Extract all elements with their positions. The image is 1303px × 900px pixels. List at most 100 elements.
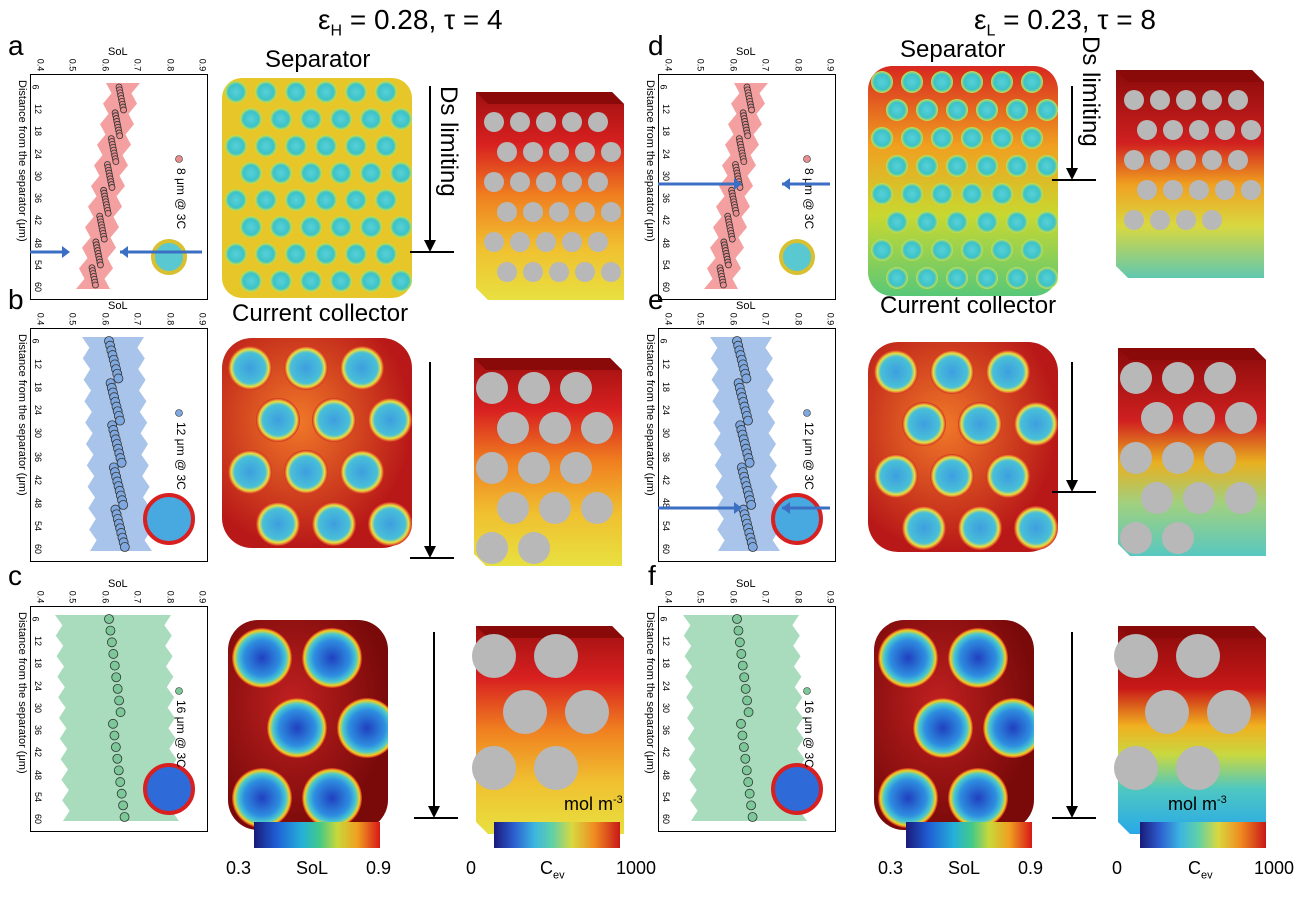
sol-marker <box>108 184 116 191</box>
particle-cross-section <box>1176 210 1196 230</box>
sol-marker <box>742 695 753 706</box>
particle-cross-section <box>1163 120 1183 140</box>
sol-marker <box>748 106 755 114</box>
y-tick-label: 12 <box>33 359 44 370</box>
sol-marker <box>118 800 129 811</box>
sol-marker <box>119 812 130 822</box>
y-tick-label: 18 <box>33 126 44 137</box>
particle-cross-section <box>1145 690 1189 734</box>
colorbar-cev-right-max: 1000 <box>1254 858 1295 878</box>
particle <box>931 127 953 149</box>
y-tick-label: 54 <box>33 520 44 531</box>
sol-marker <box>109 730 120 741</box>
panel-letter-c: c <box>8 560 22 591</box>
current-collector-label-left: Current collector <box>232 300 409 327</box>
particle <box>1021 183 1043 205</box>
particle <box>340 450 384 494</box>
sol-band-f <box>683 614 823 822</box>
y-tick-label: 36 <box>661 725 672 736</box>
y-tick-label: 6 <box>30 338 41 344</box>
colorbar-cev-left-label: Cev <box>540 858 565 882</box>
panel-letter-d: d <box>648 30 664 61</box>
particle <box>315 189 337 211</box>
particle <box>976 211 998 233</box>
particle <box>916 267 938 289</box>
legend-marker <box>803 155 811 163</box>
particle-cross-section <box>1150 210 1170 230</box>
sol-marker <box>118 499 129 510</box>
particle <box>270 270 292 292</box>
particle <box>1036 211 1058 233</box>
particle <box>1006 99 1028 121</box>
x-tick-label: 0.6 <box>100 590 111 604</box>
sol-marker <box>115 415 125 426</box>
sol-marker <box>744 788 755 799</box>
particle <box>300 216 322 238</box>
x-tick-label: 0.4 <box>663 58 674 72</box>
particle <box>390 162 412 184</box>
particle <box>270 108 292 130</box>
sol-marker <box>106 637 117 648</box>
particle-cross-section <box>1228 90 1248 110</box>
legend-marker <box>803 687 811 695</box>
particle <box>360 270 382 292</box>
particle <box>874 350 918 394</box>
particle <box>256 502 300 546</box>
particle <box>360 162 382 184</box>
particle <box>345 81 367 103</box>
particle-cross-section <box>518 532 550 564</box>
y-tick-label: 36 <box>33 451 44 462</box>
particle <box>976 155 998 177</box>
y-tick-label: 6 <box>30 616 41 622</box>
y-tick-label: 12 <box>661 636 672 647</box>
sol-profile-plot-f <box>658 606 836 832</box>
particle <box>360 216 382 238</box>
particle <box>931 239 953 261</box>
particle-cross-section <box>484 232 504 252</box>
x-axis-title: SoL <box>108 46 128 58</box>
particle-cross-section <box>601 142 621 162</box>
particle <box>1036 267 1058 289</box>
y-tick-label: 12 <box>33 636 44 647</box>
y-tick-label: 48 <box>661 237 672 248</box>
particle <box>225 189 247 211</box>
particle <box>961 183 983 205</box>
particle-cross-section <box>1189 120 1209 140</box>
particle-cross-section <box>1176 634 1220 678</box>
y-tick-label: 42 <box>33 474 44 485</box>
sol-marker <box>112 753 123 764</box>
inset-particle <box>779 239 815 275</box>
particle-cross-section <box>1183 482 1215 514</box>
x-tick-label: 0.5 <box>67 312 78 326</box>
particle-cross-section <box>497 262 517 282</box>
particle <box>913 698 973 758</box>
sol-marker <box>728 235 736 243</box>
sol-marker <box>115 707 126 718</box>
arrow-f <box>1052 632 1096 819</box>
colorbar-sol-left-label: SoL <box>296 858 329 878</box>
particle-cross-section <box>1215 180 1235 200</box>
x-tick-label: 0.5 <box>67 590 78 604</box>
separator-label-right: Separator <box>900 36 1006 63</box>
particle-cross-section <box>1215 120 1235 140</box>
x-tick-label: 0.8 <box>164 58 175 72</box>
sol-profile-plot-b <box>30 328 208 562</box>
sol-marker <box>111 672 122 683</box>
legend-marker <box>175 409 183 417</box>
sol-marker <box>105 625 116 636</box>
particle-cross-section <box>534 634 578 678</box>
y-tick-label: 30 <box>661 702 672 713</box>
y-tick-label: 24 <box>33 148 44 159</box>
particle <box>871 71 893 93</box>
particle <box>284 450 328 494</box>
sol-front-arrows <box>30 246 202 258</box>
x-tick-label: 0.5 <box>67 58 78 72</box>
sol-marker <box>734 637 745 648</box>
particle <box>976 267 998 289</box>
sol-marker <box>740 753 751 764</box>
sol-range-band <box>683 615 807 821</box>
particle <box>285 135 307 157</box>
particle <box>225 243 247 265</box>
y-tick-label: 18 <box>33 382 44 393</box>
particle-cross-section <box>1225 402 1257 434</box>
